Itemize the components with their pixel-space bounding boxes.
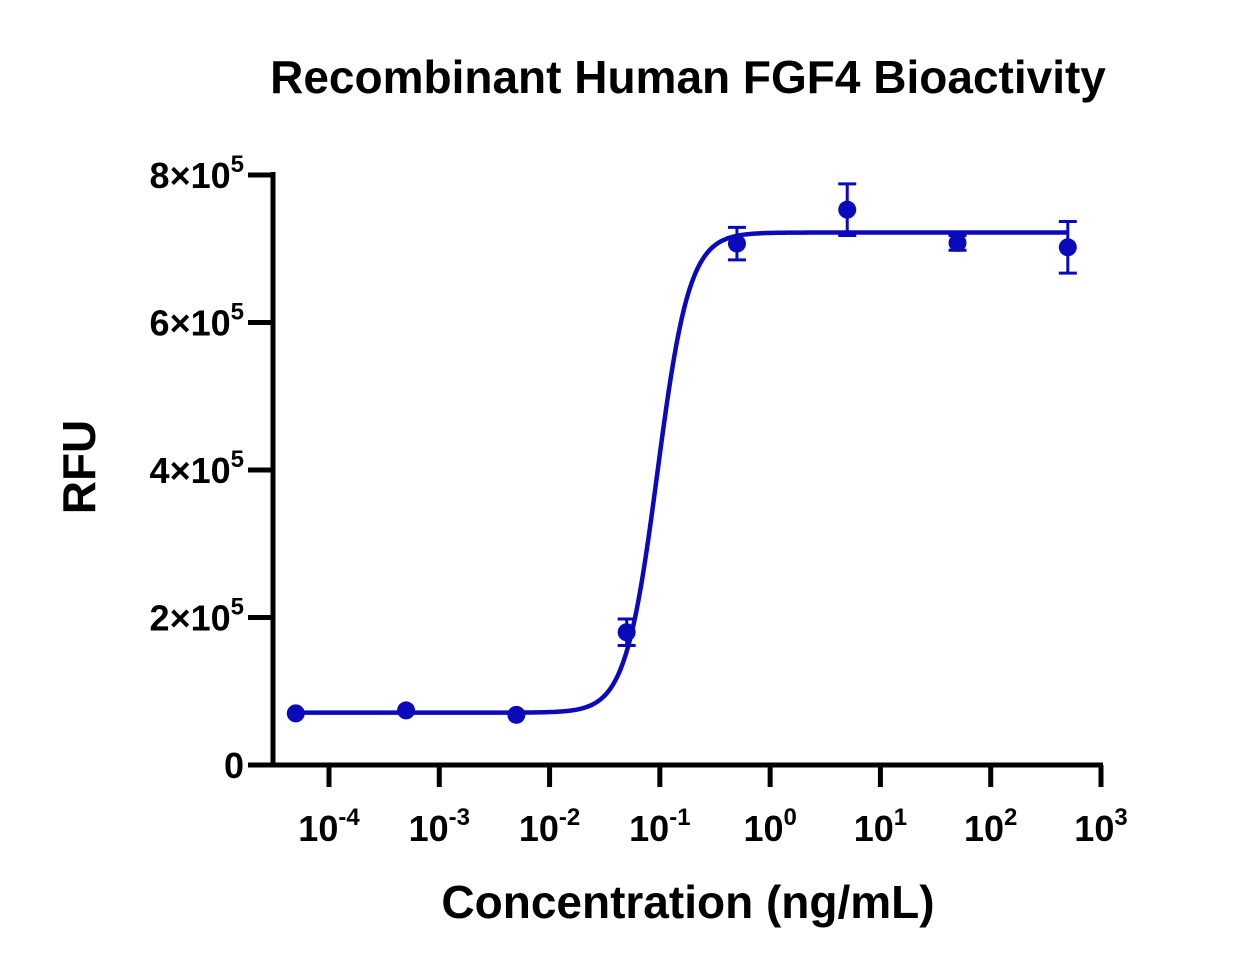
y-tick-exponent: 5 [231,446,244,473]
chart-title: Recombinant Human FGF4 Bioactivity [270,51,1106,103]
data-point [838,200,857,219]
data-point [397,701,416,720]
data-point [507,705,526,724]
y-axis-label: RFU [53,420,105,515]
data-point [286,704,305,723]
y-tick-exponent: 5 [231,594,244,621]
x-tick-label: 101 [854,804,907,849]
x-tick-base: 10 [409,808,449,849]
x-ticks: 10-4 10-3 10-2 10-1 100 101 102 103 [298,765,1128,849]
x-tick-base: 10 [298,808,338,849]
x-tick-base: 10 [519,808,559,849]
x-tick-base: 10 [964,808,1004,849]
x-tick-label: 10-3 [409,804,470,849]
y-tick-exponent: 5 [231,151,244,178]
x-tick-base: 10 [1074,808,1114,849]
x-tick-exponent: -3 [449,804,470,831]
x-tick-exponent: 1 [894,804,907,831]
x-tick-label: 103 [1074,804,1127,849]
x-tick-label: 10-2 [519,804,580,849]
y-tick-label: 4×105 [150,446,244,491]
x-tick-base: 10 [854,808,894,849]
data-point [727,234,746,253]
x-tick-exponent: -4 [338,804,360,831]
x-tick-exponent: 3 [1114,804,1127,831]
x-tick-base: 10 [743,808,783,849]
x-tick-label: 100 [743,804,796,849]
y-tick-label: 0 [224,745,244,786]
y-tick-label: 8×105 [150,151,244,196]
x-tick-exponent: -2 [559,804,580,831]
x-tick-exponent: -1 [669,804,690,831]
data-point [1058,238,1077,257]
x-tick-label: 10-4 [298,804,360,849]
y-tick-label: 6×105 [150,299,244,344]
y-tick-label: 2×105 [150,594,244,639]
fit-curve [295,230,1068,715]
data-point [948,233,967,252]
y-ticks: 0 2×105 4×105 6×105 8×105 [150,151,273,786]
x-tick-label: 10-1 [629,804,690,849]
y-tick-exponent: 5 [231,299,244,326]
x-axis-label: Concentration (ng/mL) [441,876,934,928]
plot-area [286,182,1077,724]
x-tick-exponent: 0 [783,804,796,831]
x-tick-label: 102 [964,804,1017,849]
x-tick-base: 10 [629,808,669,849]
data-point [617,623,636,642]
x-tick-exponent: 2 [1004,804,1017,831]
